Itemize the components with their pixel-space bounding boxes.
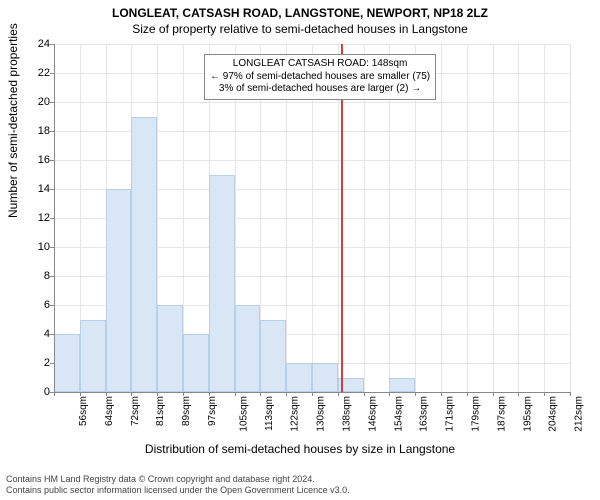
x-tick-label: 72sqm: [130, 396, 141, 426]
chart-footer: Contains HM Land Registry data © Crown c…: [6, 474, 350, 497]
y-tick-label: 10: [32, 241, 50, 253]
y-tick-label: 6: [32, 299, 50, 311]
histogram-bar: [157, 305, 183, 392]
histogram-bar: [54, 334, 80, 392]
y-tick-label: 0: [32, 386, 50, 398]
x-tick-label: 179sqm: [471, 396, 482, 432]
x-tick-label: 204sqm: [548, 396, 559, 432]
y-axis-label: Number of semi-detached properties: [6, 23, 20, 218]
histogram-bar: [312, 363, 338, 392]
y-tick-label: 4: [32, 328, 50, 340]
y-tick-label: 14: [32, 183, 50, 195]
chart-title-main: LONGLEAT, CATSASH ROAD, LANGSTONE, NEWPO…: [0, 0, 600, 20]
y-tick-label: 18: [32, 125, 50, 137]
histogram-bar: [260, 320, 286, 393]
chart-container: LONGLEAT, CATSASH ROAD, LANGSTONE, NEWPO…: [0, 0, 600, 500]
annotation-line2: ← 97% of semi-detached houses are smalle…: [210, 71, 430, 84]
histogram-bar: [80, 320, 106, 393]
x-tick-label: 171sqm: [445, 396, 456, 432]
x-tick-label: 81sqm: [155, 396, 166, 426]
histogram-bar: [106, 189, 132, 392]
annotation-line1: LONGLEAT CATSASH ROAD: 148sqm: [210, 58, 430, 71]
y-tick-label: 12: [32, 212, 50, 224]
x-tick-label: 105sqm: [238, 396, 249, 432]
x-axis-label: Distribution of semi-detached houses by …: [0, 442, 600, 456]
y-tick-label: 22: [32, 67, 50, 79]
footer-line1: Contains HM Land Registry data © Crown c…: [6, 474, 350, 485]
x-tick-label: 56sqm: [78, 396, 89, 426]
y-tick-label: 16: [32, 154, 50, 166]
x-tick-label: 187sqm: [496, 396, 507, 432]
plot-area: 02468101214161820222456sqm64sqm72sqm81sq…: [54, 44, 570, 392]
histogram-bar: [389, 378, 415, 393]
x-tick-label: 163sqm: [419, 396, 430, 432]
annotation-line3: 3% of semi-detached houses are larger (2…: [210, 83, 430, 96]
x-tick-label: 195sqm: [522, 396, 533, 432]
x-tick-label: 122sqm: [290, 396, 301, 432]
chart-title-sub: Size of property relative to semi-detach…: [0, 20, 600, 36]
x-tick-label: 154sqm: [393, 396, 404, 432]
y-tick-label: 24: [32, 38, 50, 50]
y-tick-label: 20: [32, 96, 50, 108]
x-tick-label: 97sqm: [207, 396, 218, 426]
x-tick-label: 212sqm: [574, 396, 585, 432]
x-tick-label: 138sqm: [342, 396, 353, 432]
footer-line2: Contains public sector information licen…: [6, 485, 350, 496]
histogram-bar: [183, 334, 209, 392]
x-tick-label: 89sqm: [181, 396, 192, 426]
x-tick-label: 130sqm: [316, 396, 327, 432]
histogram-bar: [235, 305, 261, 392]
x-tick-label: 113sqm: [263, 396, 274, 431]
reference-annotation: LONGLEAT CATSASH ROAD: 148sqm ← 97% of s…: [204, 54, 436, 100]
histogram-bar: [209, 175, 235, 393]
histogram-bar: [286, 363, 312, 392]
histogram-bar: [131, 117, 157, 393]
y-tick-label: 2: [32, 357, 50, 369]
y-tick-label: 8: [32, 270, 50, 282]
x-tick-label: 64sqm: [104, 396, 115, 426]
x-tick-label: 146sqm: [367, 396, 378, 432]
